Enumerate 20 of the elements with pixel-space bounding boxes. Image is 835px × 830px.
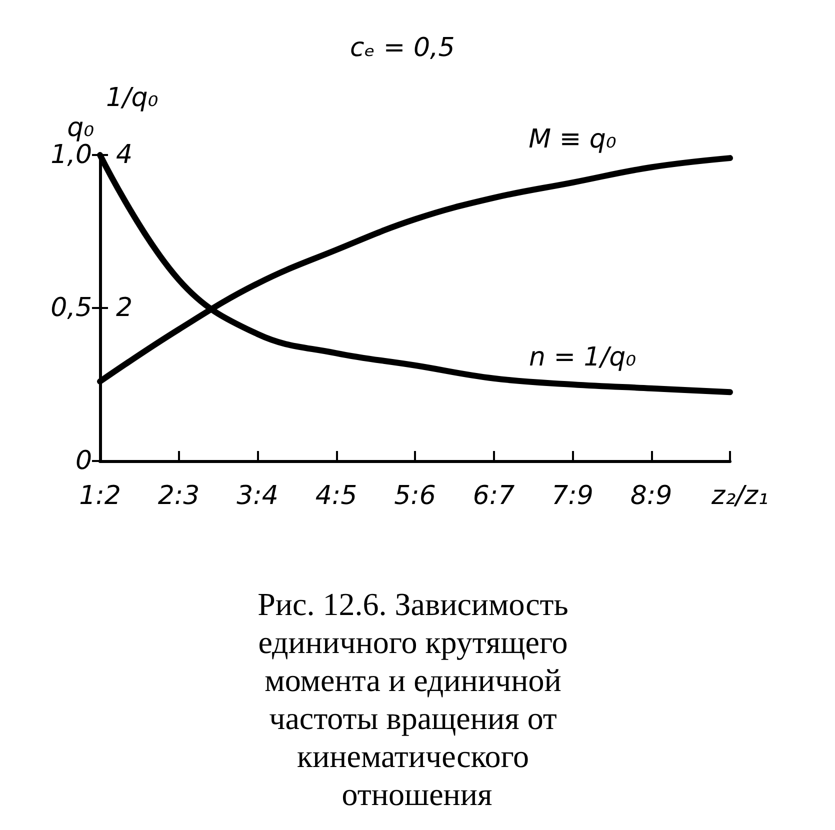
y2-tick-label: 2 [116, 293, 133, 323]
x-tick-label: 2:3 [158, 481, 200, 511]
y-tick-label: 0,5 [50, 293, 92, 323]
text: Рис. 12.6. Зависимость единичного крутящего момента и единичной частоты вращения от кинематического отношения [258, 586, 576, 812]
chart-title: cₑ = 0,5 [350, 33, 455, 63]
x-tick-label: 7:9 [552, 481, 594, 511]
y2-axis-title: 1/q₀ [106, 83, 159, 113]
x-tick-label: 5:6 [394, 481, 436, 511]
x-tick-label: 4:5 [315, 481, 358, 511]
x-tick-label: 6:7 [472, 481, 516, 511]
x-axis-title: z₂/z₁ [710, 481, 768, 511]
y-tick-label: 0 [75, 446, 92, 476]
x-tick-label: 3:4 [236, 481, 278, 511]
series-label: n = 1/q₀ [528, 342, 637, 372]
y-tick-label: 1,0 [50, 140, 92, 170]
y2-tick-label: 4 [116, 140, 133, 170]
x-tick-label: 8:9 [630, 481, 672, 511]
x-tick-label: 1:2 [79, 481, 121, 511]
y-axis-title: q₀ [67, 113, 95, 143]
series-label: M ≡ q₀ [528, 124, 617, 155]
